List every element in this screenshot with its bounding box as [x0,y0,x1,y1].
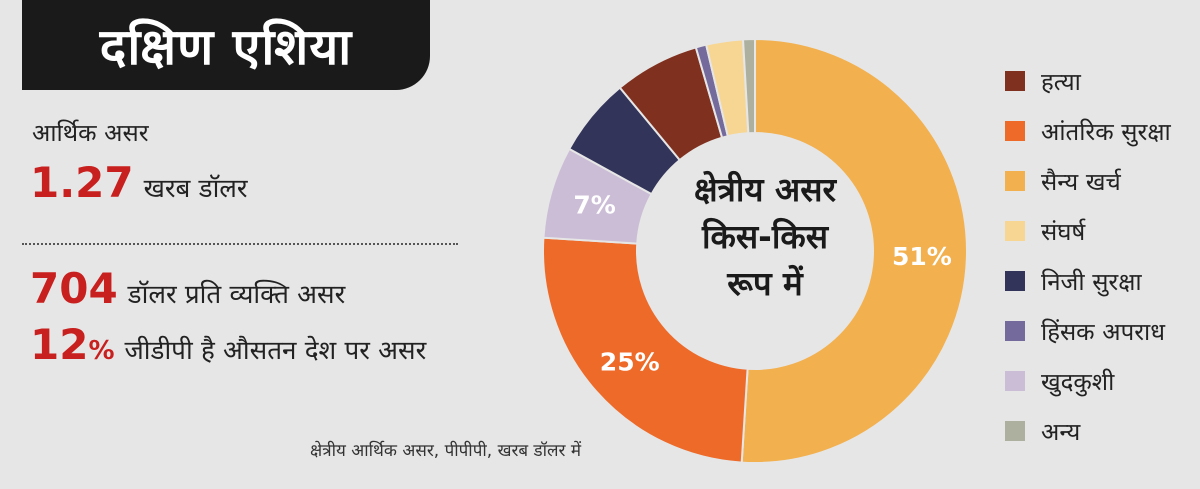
legend-swatch [1005,221,1025,241]
legend-item: निजी सुरक्षा [1005,256,1171,306]
donut-slice [741,37,756,135]
donut-slice [542,236,749,464]
total-impact-line: 1.27 खरब डॉलर [30,158,248,207]
gdp-line: 12% जीडीपी है औसतन देश पर असर [30,320,426,369]
total-impact-unit: खरब डॉलर [143,174,248,204]
gdp-value: 12 [30,320,89,369]
legend-item: हत्या [1005,56,1171,106]
legend-label: खुदकुशी [1041,367,1115,396]
legend-item: हिंसक अपराध [1005,306,1171,356]
slice-data-label: 25% [600,347,660,376]
chart-legend: हत्या आंतरिक सुरक्षा सैन्य खर्च संघर्ष निजी … [1005,56,1171,456]
gdp-percent-sign: % [88,336,115,366]
center-line-1: क्षेत्रीय असर [693,170,837,209]
legend-swatch [1005,271,1025,291]
legend-swatch [1005,371,1025,391]
per-capita-line: 704 डॉलर प्रति व्यक्ति असर [30,264,345,313]
title-banner: दक्षिण एशिया [22,0,430,90]
center-line-2: किस-किस [701,217,829,256]
legend-swatch [1005,121,1025,141]
slice-data-label: 51% [892,242,952,271]
legend-item: संघर्ष [1005,206,1171,256]
legend-swatch [1005,321,1025,341]
footnote: क्षेत्रीय आर्थिक असर, पीपीपी, खरब डॉलर म… [310,441,582,461]
legend-item: खुदकुशी [1005,356,1171,406]
page-title: दक्षिण एशिया [99,18,353,76]
economic-impact-label: आर्थिक असर [32,119,149,147]
donut-slice [740,37,968,464]
chart-center-caption: क्षेत्रीय असर किस-किस रूप में [665,166,865,307]
slice-data-label: 7% [573,190,615,219]
total-impact-value: 1.27 [30,158,134,207]
legend-label: हिंसक अपराध [1041,317,1166,346]
legend-item: अन्य [1005,406,1171,456]
gdp-text: जीडीपी है औसतन देश पर असर [124,336,427,366]
legend-label: हत्या [1041,67,1081,96]
legend-swatch [1005,171,1025,191]
legend-swatch [1005,71,1025,91]
legend-item: सैन्य खर्च [1005,156,1171,206]
center-line-3: रूप में [727,264,803,303]
legend-label: आंतरिक सुरक्षा [1041,117,1171,146]
legend-label: निजी सुरक्षा [1041,267,1142,296]
donut-chart: 51% 25% 7% [542,37,968,464]
per-capita-value: 704 [30,264,118,313]
legend-item: आंतरिक सुरक्षा [1005,106,1171,156]
dotted-divider [22,243,458,245]
legend-swatch [1005,421,1025,441]
legend-label: अन्य [1041,417,1081,446]
legend-label: संघर्ष [1041,217,1086,246]
legend-label: सैन्य खर्च [1041,167,1121,196]
per-capita-text: डॉलर प्रति व्यक्ति असर [127,280,346,310]
